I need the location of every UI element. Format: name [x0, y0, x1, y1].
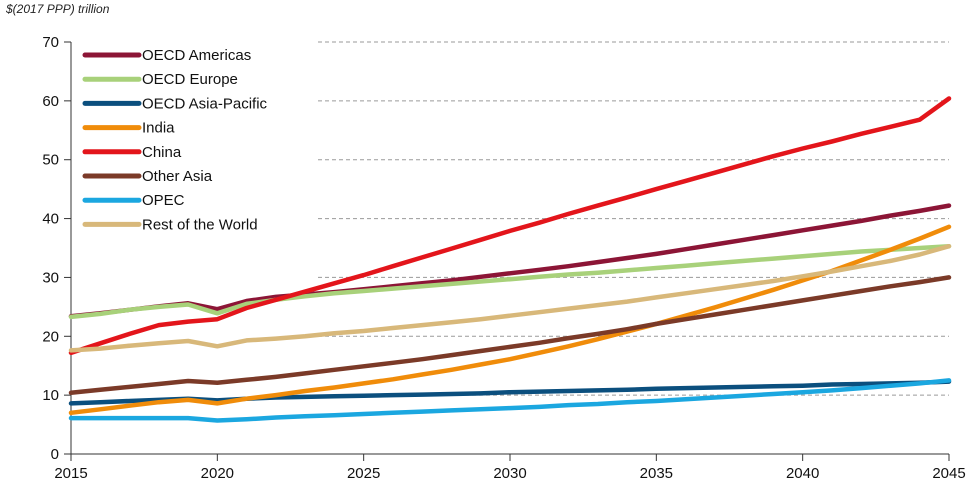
legend: OECD Americas OECD Europe OECD Asia-Pacifi…	[82, 47, 268, 233]
y-tick-label: 30	[42, 269, 59, 286]
y-tick-label: 40	[42, 211, 59, 228]
legend-label-oecd-americas: OECD Americas	[142, 47, 251, 64]
legend-label-opec: OPEC	[142, 192, 185, 209]
series-line-china	[68, 96, 952, 356]
legend-label-oecd-asia-pacific: OECD Asia-Pacific	[142, 95, 268, 112]
legend-label-oecd-europe: OECD Europe	[142, 71, 238, 88]
series-line-other-asia	[68, 275, 952, 396]
x-tick-label: 2015	[54, 465, 87, 482]
y-tick-label: 20	[42, 328, 59, 345]
x-tick-label: 2030	[493, 465, 526, 482]
y-tick-label: 60	[42, 93, 59, 110]
y-tick-label: 0	[51, 446, 59, 463]
series-line-oecd-asia-pacific	[68, 379, 952, 406]
grid-lines	[318, 41, 949, 396]
y-tick-label: 10	[42, 387, 59, 404]
x-tick-label: 2045	[932, 465, 965, 482]
series-line-oecd-europe	[68, 243, 952, 320]
unit-label: $(2017 PPP) trillion	[6, 2, 110, 16]
legend-label-rest-of-the-world: Rest of the World	[142, 216, 258, 233]
series-line-oecd-americas	[68, 203, 952, 319]
legend-label-other-asia: Other Asia	[142, 168, 213, 185]
series-line-opec	[68, 378, 952, 423]
axes	[64, 41, 950, 461]
y-tick-label: 70	[42, 34, 59, 51]
x-tick-label: 2035	[640, 465, 673, 482]
x-tick-label: 2020	[201, 465, 234, 482]
legend-label-india: India	[142, 120, 175, 137]
y-tick-label: 50	[42, 152, 59, 169]
x-tick-label: 2040	[786, 465, 819, 482]
legend-label-china: China	[142, 144, 182, 161]
series-line-rest-of-the-world	[68, 243, 952, 353]
series-lines	[68, 96, 952, 423]
series-line-india	[68, 224, 952, 416]
x-tick-label: 2025	[347, 465, 380, 482]
